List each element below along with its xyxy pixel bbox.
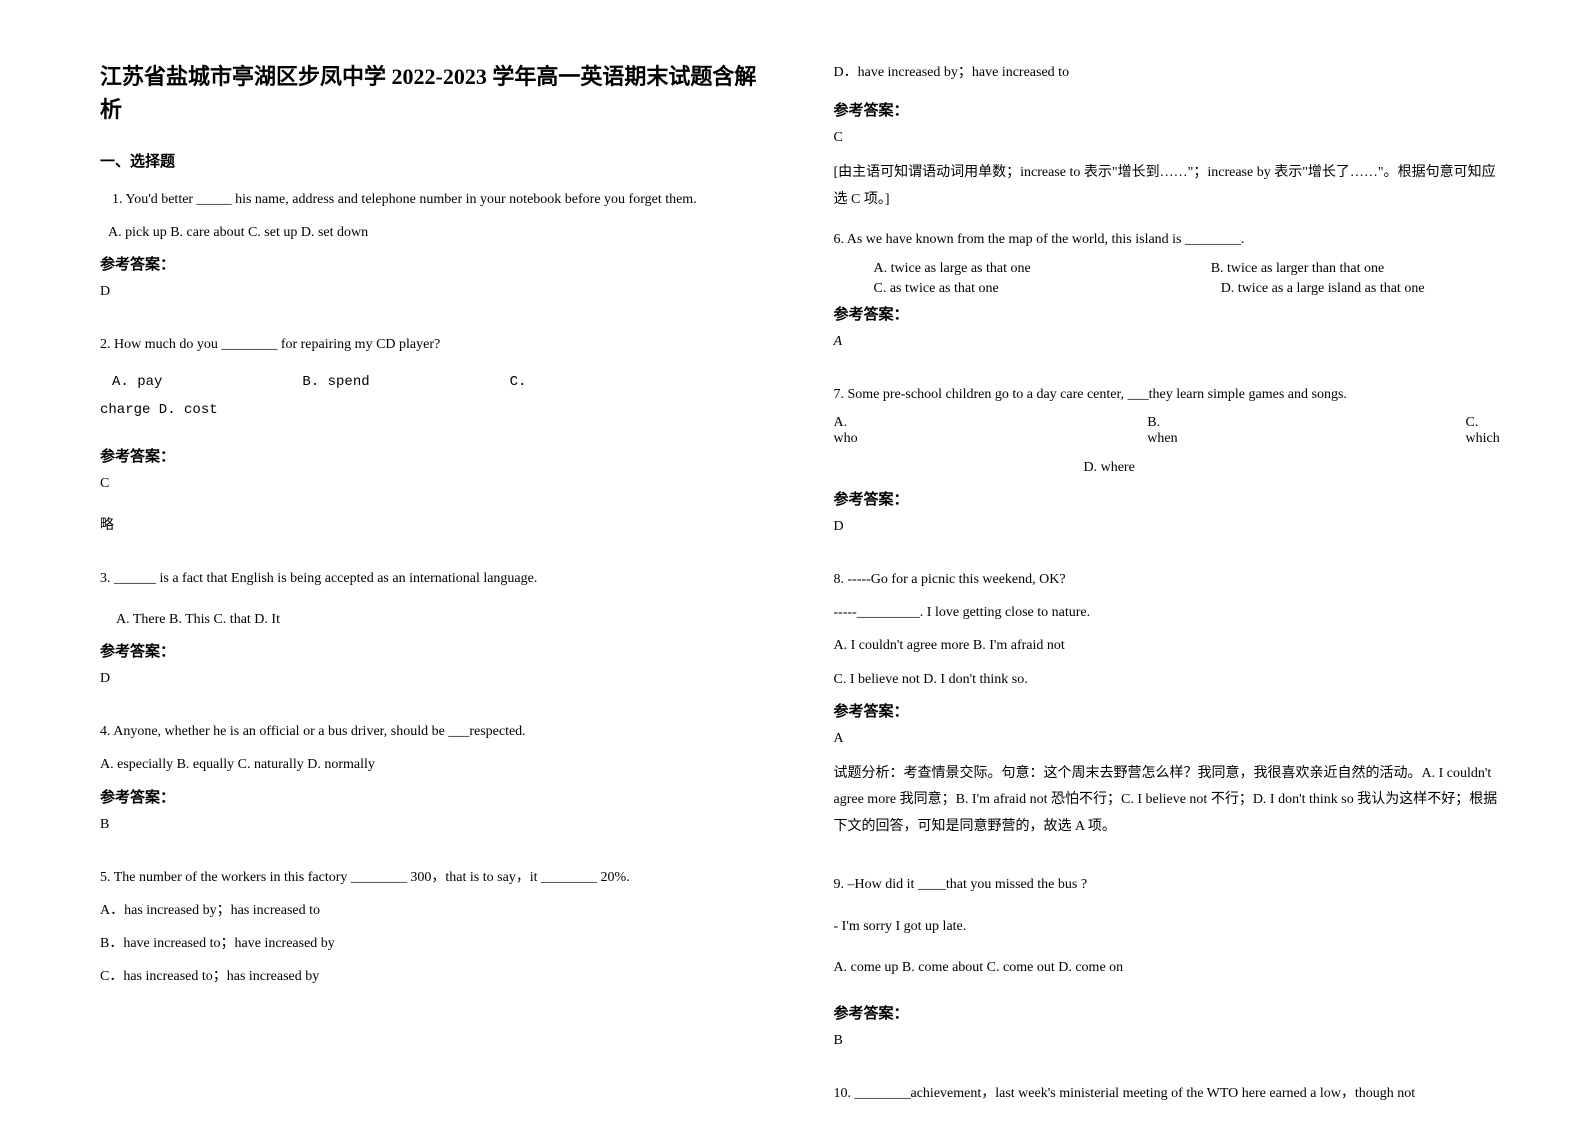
q6-opt-d: D. twice as a large island as that one [1221,281,1425,297]
q7-opt-c: C. which [1466,415,1507,447]
q9-options: A. come up B. come about C. come out D. … [834,955,1508,980]
q4-options: A. especially B. equally C. naturally D.… [100,752,774,777]
q2-text: 2. How much do you ________ for repairin… [100,332,774,357]
q6-answer: A [834,334,1508,350]
q8-explanation: 试题分析：考查情景交际。句意：这个周末去野营怎么样？我同意，我很喜欢亲近自然的活… [834,761,1508,841]
q5-answer: C [834,130,1508,146]
document-title: 江苏省盐城市亭湖区步凤中学 2022-2023 学年高一英语期末试题含解析 [100,60,774,126]
q2-answer-label: 参考答案： [100,445,774,466]
question-7: 7. Some pre-school children go to a day … [834,382,1508,549]
q10-text: 10. ________achievement，last week's mini… [834,1081,1508,1106]
q2-note: 略 [100,514,774,534]
q6-answer-label: 参考答案： [834,303,1508,324]
q6-text: 6. As we have known from the map of the … [834,227,1508,252]
q5-explanation: [由主语可知谓语动词用单数；increase to 表示"增长到……"；incr… [834,160,1508,213]
q8-text2: -----_________. I love getting close to … [834,600,1508,625]
q4-answer: B [100,817,774,833]
q5-opt-b: B．have increased to；have increased by [100,931,774,956]
question-9: 9. –How did it ____that you missed the b… [834,872,1508,1063]
q9-answer: B [834,1033,1508,1049]
q2-opt-c: C. [510,374,527,390]
q7-answer-label: 参考答案： [834,488,1508,509]
q4-text: 4. Anyone, whether he is an official or … [100,719,774,744]
question-2: 2. How much do you ________ for repairin… [100,332,774,547]
question-1: 1. You'd better _____ his name, address … [100,187,774,314]
q2-options-row1: A. pay B. spend C. [112,374,774,390]
q1-answer-label: 参考答案： [100,253,774,274]
q6-options-row2: C. as twice as that one D. twice as a la… [874,281,1508,297]
q3-options: A. There B. This C. that D. It [116,607,774,632]
q3-text: 3. ______ is a fact that English is bein… [100,566,774,591]
q5-opt-a: A．has increased by；has increased to [100,898,774,923]
q7-answer: D [834,519,1508,535]
q1-options: A. pick up B. care about C. set up D. se… [108,220,774,245]
q8-line1: A. I couldn't agree more B. I'm afraid n… [834,633,1508,658]
right-column: D．have increased by；have increased to 参考… [834,60,1508,1082]
section-header: 一、选择题 [100,150,774,171]
question-4: 4. Anyone, whether he is an official or … [100,719,774,846]
q7-text: 7. Some pre-school children go to a day … [834,382,1508,407]
q2-opt-b: B. spend [302,374,369,390]
q6-opt-b: B. twice as larger than that one [1211,261,1385,277]
question-8: 8. -----Go for a picnic this weekend, OK… [834,567,1508,855]
q2-answer: C [100,476,774,492]
q1-answer: D [100,284,774,300]
q8-answer-label: 参考答案： [834,700,1508,721]
q5-text: 5. The number of the workers in this fac… [100,865,774,890]
question-6: 6. As we have known from the map of the … [834,227,1508,363]
q8-text1: 8. -----Go for a picnic this weekend, OK… [834,567,1508,592]
q2-options-row2: charge D. cost [100,398,774,423]
q5-opt-d: D．have increased by；have increased to [834,60,1508,85]
q7-opt-a: A. who [834,415,868,447]
q9-answer-label: 参考答案： [834,1002,1508,1023]
q3-answer: D [100,671,774,687]
q1-text: 1. You'd better _____ his name, address … [100,187,774,212]
q3-answer-label: 参考答案： [100,640,774,661]
q6-opt-a: A. twice as large as that one [874,261,1031,277]
q7-options-row1: A. who B. when C. which [834,415,1508,447]
q2-opt-a: A. pay [112,374,162,390]
q4-answer-label: 参考答案： [100,786,774,807]
question-5: 5. The number of the workers in this fac… [100,865,774,998]
q7-opt-b: B. when [1147,415,1185,447]
question-10: 10. ________achievement，last week's mini… [834,1081,1508,1114]
q6-options-row1: A. twice as large as that one B. twice a… [874,261,1508,277]
q9-text1: 9. –How did it ____that you missed the b… [834,872,1508,897]
q9-text2: - I'm sorry I got up late. [834,914,1508,939]
q5-opt-c: C．has increased to；has increased by [100,964,774,989]
q7-opt-d: D. where [1084,455,1508,480]
q6-opt-c: C. as twice as that one [874,281,999,297]
q5-answer-label: 参考答案： [834,99,1508,120]
q8-answer: A [834,731,1508,747]
q8-line2: C. I believe not D. I don't think so. [834,667,1508,692]
question-3: 3. ______ is a fact that English is bein… [100,566,774,701]
left-column: 江苏省盐城市亭湖区步凤中学 2022-2023 学年高一英语期末试题含解析 一、… [100,60,774,1082]
